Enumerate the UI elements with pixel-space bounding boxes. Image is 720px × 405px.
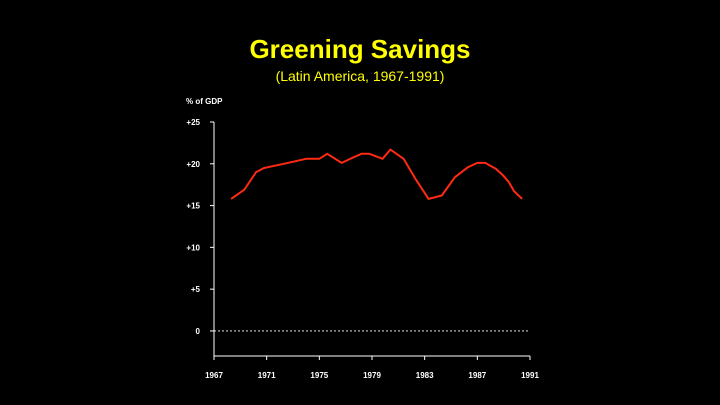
x-tick-label: 1967 xyxy=(205,371,223,380)
y-tick-label: +25 xyxy=(186,118,200,127)
y-axis-label: % of GDP xyxy=(186,97,223,106)
x-tick-label: 1979 xyxy=(363,371,381,380)
x-axis-ticks: 1967 1971 1975 1979 1983 1987 1991 xyxy=(205,356,539,380)
x-tick-label: 1991 xyxy=(521,371,539,380)
series-line-savings xyxy=(230,148,523,200)
chart-axes xyxy=(213,122,530,357)
x-tick-label: 1975 xyxy=(310,371,328,380)
chart-title: Greening Savings xyxy=(249,34,471,64)
y-tick-label: +10 xyxy=(186,243,200,252)
chart-subtitle: (Latin America, 1967-1991) xyxy=(275,68,445,84)
y-tick-label: +5 xyxy=(191,285,201,294)
x-tick-label: 1983 xyxy=(416,371,434,380)
y-tick-label: 0 xyxy=(196,327,201,336)
x-tick-label: 1987 xyxy=(468,371,486,380)
chart-series xyxy=(230,148,523,200)
x-tick-label: 1971 xyxy=(258,371,276,380)
y-tick-label: +20 xyxy=(186,160,200,169)
y-tick-label: +15 xyxy=(186,202,200,211)
y-axis-ticks: +25 +20 +15 +10 +5 0 xyxy=(186,118,214,336)
